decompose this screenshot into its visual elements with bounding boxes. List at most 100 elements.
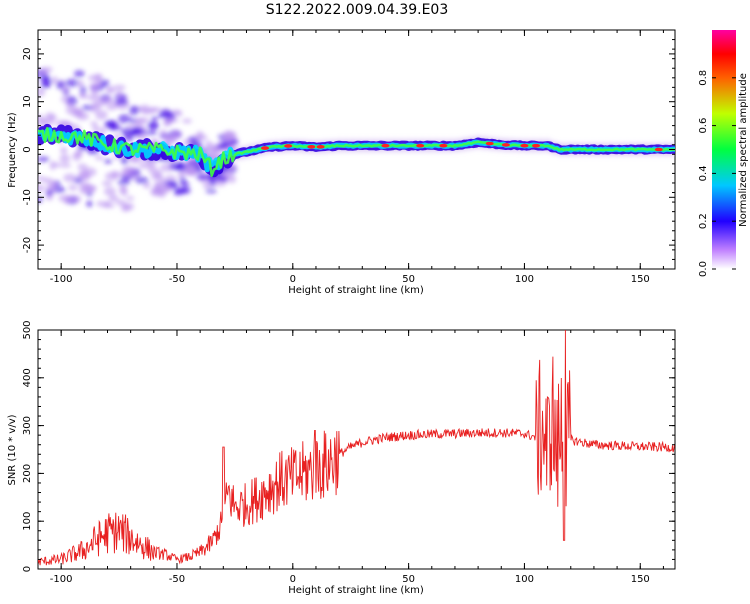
spectral-blob: [38, 176, 46, 181]
colorbar-tick-label: 0.0: [698, 261, 709, 277]
colorbar-tick-label: 0.8: [698, 70, 709, 86]
spectrogram-xtick-label: 50: [402, 274, 415, 285]
snr-chart: -100 -50 0 50 100 150 0 100 200 300 400 500 Height …: [7, 320, 676, 596]
spectral-blob: [38, 69, 50, 76]
spectral-blob: [89, 103, 101, 113]
spectral-blob: [77, 163, 88, 171]
spectral-blob: [68, 195, 82, 204]
spectral-blob: [100, 79, 110, 88]
spectral-blob: [40, 82, 51, 89]
spectral-blob: [177, 161, 184, 171]
spectral-blob: [59, 154, 71, 164]
spectrogram-xtick-label: 100: [515, 274, 534, 285]
spectral-blob: [125, 196, 135, 201]
spectral-blob: [106, 104, 118, 111]
spectrogram-ylabel: Frequency (Hz): [7, 112, 18, 188]
spectral-blob: [177, 170, 185, 179]
spectrogram-ytick-label: 20: [22, 48, 33, 61]
spectral-blob: [45, 193, 54, 201]
spectrogram-ytick-label: -20: [22, 237, 33, 253]
colorbar-tick-label: 0.6: [698, 118, 709, 134]
spectral-blob: [143, 181, 151, 189]
figure-title: S122.2022.009.04.39.E03: [266, 2, 449, 18]
snr-ytick-label: 300: [22, 416, 33, 435]
snr-series-line: [38, 330, 675, 566]
spectral-blob: [116, 199, 126, 206]
spectral-blob: [148, 165, 158, 175]
spectral-blob: [113, 84, 126, 91]
spectral-blob: [92, 125, 100, 133]
spectral-blob: [77, 112, 90, 121]
spectral-blob: [134, 122, 143, 128]
spectral-blob: [51, 76, 58, 85]
snr-ytick-label: 0: [22, 566, 33, 572]
spectral-blob: [90, 85, 99, 96]
spectral-blob: [59, 163, 72, 168]
spectral-blob: [205, 189, 217, 194]
spectral-blob: [135, 176, 149, 184]
spectral-blob: [103, 159, 113, 164]
ridge-peak: [261, 146, 270, 150]
spectral-blob: [204, 140, 213, 150]
colorbar-gradient: [712, 30, 736, 269]
spectral-blob: [77, 79, 84, 89]
ridge-peak: [532, 143, 541, 148]
spectral-blob: [161, 186, 171, 194]
spectral-blob: [82, 185, 97, 194]
spectral-blob: [163, 116, 174, 125]
snr-ylabel: SNR (10 * v/v): [7, 414, 18, 485]
spectral-blob: [95, 109, 108, 120]
spectrogram-xlabel: Height of straight line (km): [288, 285, 424, 296]
spectral-blob: [114, 99, 129, 105]
spectral-blob: [151, 115, 158, 122]
spectral-blob: [159, 176, 166, 186]
snr-xtick-label: 100: [515, 574, 534, 585]
snr-ytick-label: 200: [22, 464, 33, 483]
spectral-blob: [103, 186, 116, 196]
spectral-blob: [138, 161, 152, 169]
snr-ytick-label: 400: [22, 368, 33, 387]
spectral-blob: [53, 162, 62, 168]
spectral-blob: [184, 169, 198, 176]
spectral-blob: [58, 194, 72, 202]
ridge-band-inner: [38, 126, 675, 177]
spectral-blob: [68, 184, 78, 191]
snr-xtick-label: -100: [50, 574, 73, 585]
spectral-blob: [86, 200, 93, 208]
spectral-blob: [209, 148, 221, 155]
snr-xlabel: Height of straight line (km): [288, 585, 424, 596]
spectral-blob: [38, 196, 43, 203]
spectral-blob: [143, 130, 158, 136]
spectral-blob: [105, 172, 119, 181]
spectral-blob: [118, 114, 131, 124]
spectral-blob: [60, 87, 70, 94]
spectral-blob: [46, 184, 58, 191]
spectral-blob: [129, 117, 137, 124]
spectrogram-xtick-label: -100: [50, 274, 73, 285]
colorbar-tick-label: 0.4: [698, 165, 709, 181]
spectral-blob: [153, 183, 162, 192]
spectral-blob: [181, 181, 190, 187]
spectral-blob: [220, 176, 228, 182]
spectral-blob: [38, 114, 44, 122]
spectral-blob: [169, 162, 182, 171]
spectrogram-xtick-label: 0: [290, 274, 296, 285]
spectral-blob: [225, 138, 233, 144]
spectral-blob: [129, 105, 140, 116]
spectral-blob: [175, 110, 183, 117]
spectral-blob: [56, 80, 65, 90]
spectral-blob: [119, 184, 127, 194]
ridge-peak: [485, 141, 494, 146]
spectral-blob: [195, 134, 208, 141]
colorbar-label: Normalized spectral amplitude: [738, 73, 749, 227]
spectral-blob: [101, 180, 113, 187]
spectral-blob: [83, 167, 97, 177]
spectral-blob: [38, 156, 50, 162]
snr-xtick-label: 150: [631, 574, 650, 585]
spectral-blob: [75, 148, 83, 156]
ridge-peak: [307, 145, 316, 149]
ridge-peak: [654, 147, 663, 152]
